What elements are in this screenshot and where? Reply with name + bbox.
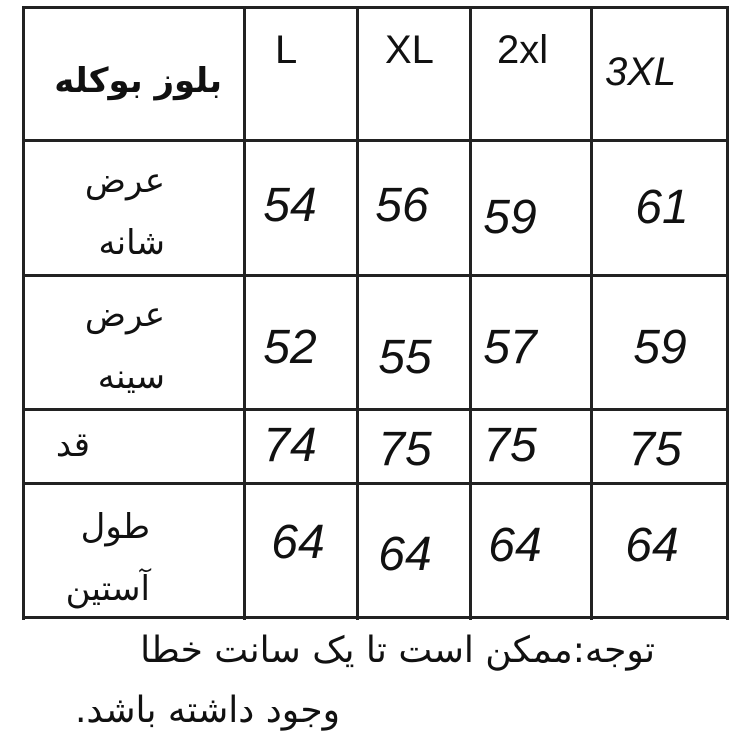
column-divider [356,6,359,620]
table-border-right [726,6,729,620]
row-label-chest-width: عرض سینه [85,284,165,408]
cell-value: 64 [625,519,679,572]
size-header-2xl: 2xl [497,28,549,72]
cell-value: 64 [488,519,542,572]
cell-value: 75 [628,423,682,476]
row-divider [22,274,729,277]
row-label-shoulder-width: عرض شانه [85,150,165,274]
cell-value: 54 [263,179,317,232]
cell-value: 61 [635,181,689,234]
row-label-length: قد [56,414,90,476]
cell-value: 64 [271,516,325,569]
table-border-top [22,6,729,9]
cell-value: 59 [633,321,687,374]
row-divider [22,139,729,142]
row-label-line1: عرض [84,295,165,335]
table-title: بلوز بوکله [54,61,222,101]
row-label-line1: طول [80,507,150,547]
row-label-sleeve-length: طول آستین [66,496,150,620]
cell-value: 56 [375,179,429,232]
cell-value: 64 [378,528,432,581]
cell-value: 75 [378,423,432,476]
table-border-left [22,6,25,620]
size-header-l: L [275,28,298,72]
row-label-line2: آستین [65,569,150,609]
row-label-line1: عرض [84,161,165,201]
cell-value: 52 [263,321,317,374]
cell-value: 59 [483,191,537,244]
table-border-bottom [22,616,729,619]
column-divider [590,6,593,620]
cell-value: 57 [483,321,537,374]
cell-value: 75 [483,419,537,472]
row-label-line1: قد [55,425,90,465]
row-divider [22,482,729,485]
column-divider [469,6,472,620]
note-line-1: توجه:ممکن است تا یک سانت خطا [140,630,655,671]
cell-value: 74 [263,419,317,472]
size-header-3xl: 3XL [605,50,677,94]
column-divider [243,6,246,620]
row-label-line2: سینه [97,357,165,397]
note-line-2: وجود داشته باشد. [74,690,340,731]
row-label-line2: شانه [98,223,165,263]
cell-value: 55 [378,331,432,384]
row-divider [22,408,729,411]
size-header-xl: XL [385,28,434,72]
